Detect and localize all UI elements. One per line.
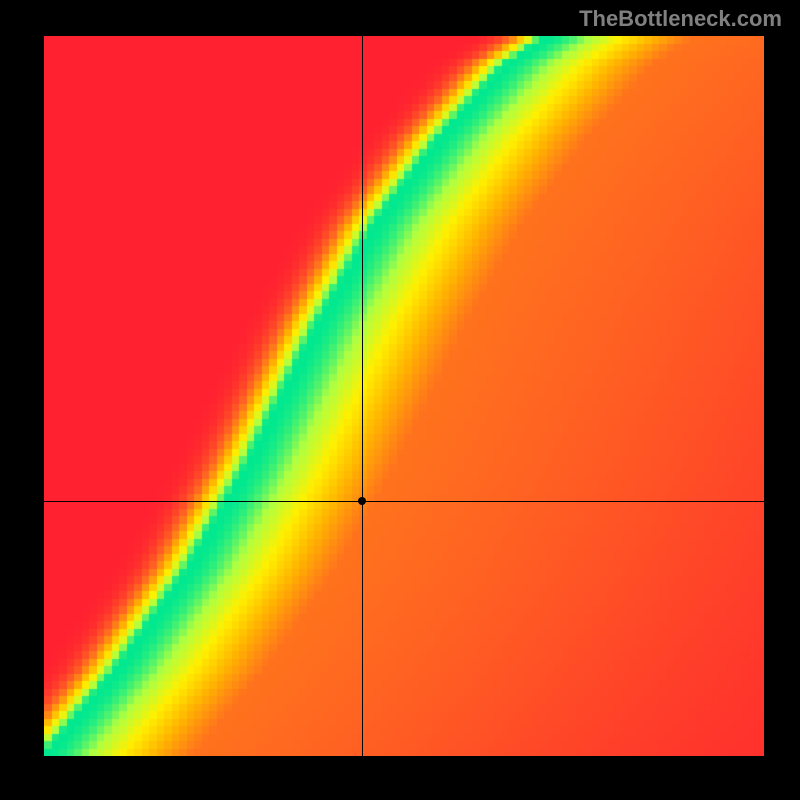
crosshair-horizontal — [44, 501, 764, 502]
marker-dot — [358, 497, 366, 505]
watermark-text: TheBottleneck.com — [579, 6, 782, 32]
heatmap-canvas — [44, 36, 764, 756]
crosshair-vertical — [362, 36, 363, 756]
plot-area — [44, 36, 764, 756]
